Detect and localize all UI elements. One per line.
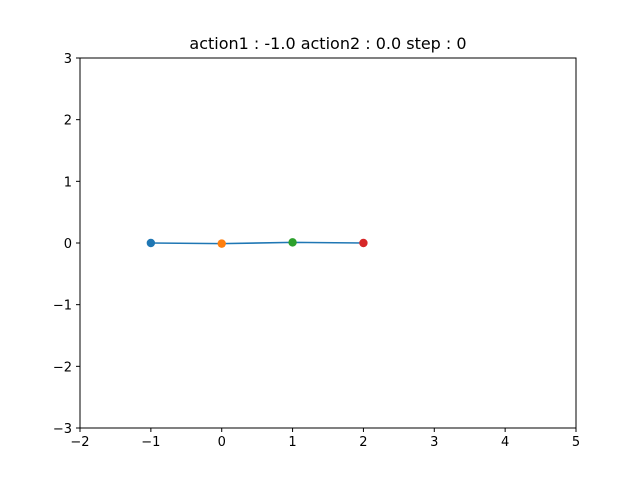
y-tick-label: −2 [53,360,72,375]
y-tick-label: −3 [53,422,72,437]
x-tick-label: 1 [288,435,296,450]
series-layer [146,238,368,248]
x-tick-label: −2 [70,435,89,450]
x-axis: −2 −1 0 1 2 3 4 5 [70,428,580,450]
y-tick-label: 2 [64,114,72,129]
data-point-marker [359,238,368,248]
y-tick-label: 1 [64,175,72,190]
plot-frame [79,57,577,429]
x-tick-label: 2 [359,435,367,450]
data-point-marker [146,238,156,248]
x-tick-label: 4 [501,435,509,450]
chart-title: action1 : -1.0 action2 : 0.0 step : 0 [189,34,466,53]
x-tick-label: 5 [572,435,580,450]
data-point-marker [288,238,297,247]
y-tick-label: 3 [64,52,72,67]
x-tick-label: 0 [218,435,226,450]
series-line [150,241,364,245]
y-tick-label: −1 [53,299,72,314]
x-tick-label: 3 [430,435,438,450]
y-tick-label: 0 [64,237,72,252]
data-point-marker [217,239,226,248]
x-tick-label: −1 [141,435,160,450]
y-axis: −3 −2 −1 0 1 2 3 [53,52,80,437]
